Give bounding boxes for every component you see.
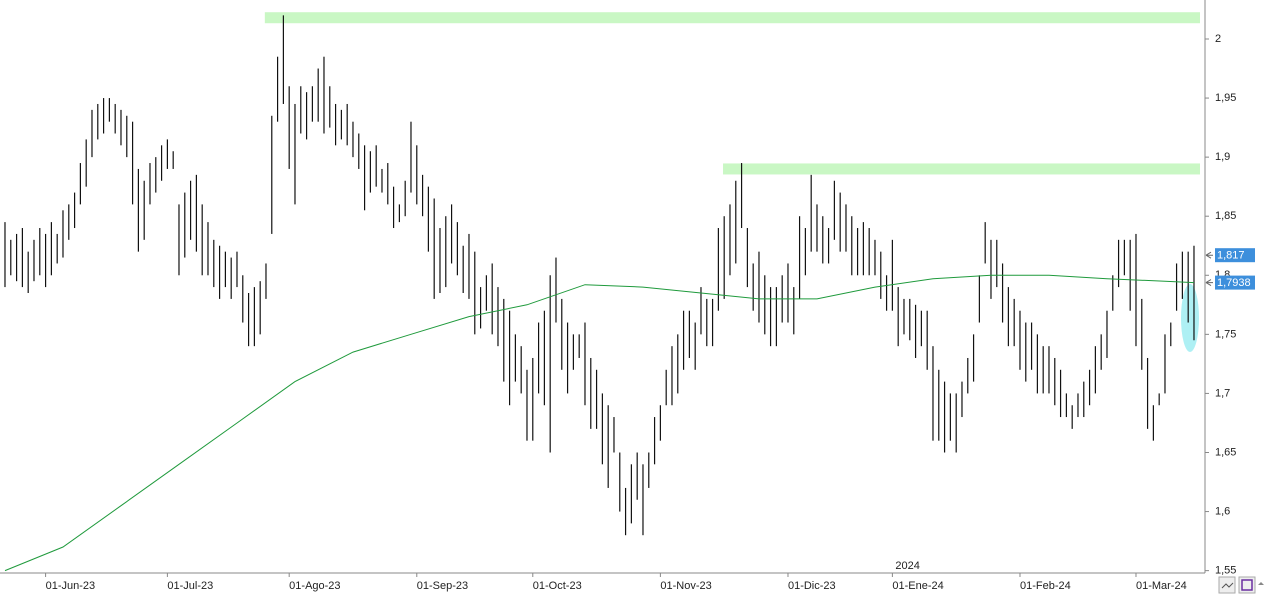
x-tick-label: 01-Sep-23: [417, 580, 468, 592]
price-arrow: [1205, 279, 1213, 287]
x-tick-label: 01-Ago-23: [289, 580, 340, 592]
price-arrow: [1205, 251, 1213, 259]
price-label-box: [1215, 275, 1255, 290]
save-icon: [1241, 579, 1253, 591]
y-tick-label: 1,75: [1215, 328, 1236, 340]
resistance-band: [723, 163, 1200, 175]
y-tick-label: 1,6: [1215, 505, 1230, 517]
y-tick-label: 1,85: [1215, 210, 1236, 222]
y-tick-label: 2: [1215, 33, 1221, 45]
x-tick-label: 01-Jun-23: [46, 580, 96, 592]
year-label: 2024: [895, 560, 919, 572]
price-label: 1,817: [1217, 250, 1245, 262]
x-tick-label: 01-Feb-24: [1020, 580, 1071, 592]
x-tick-label: 01-Jul-23: [167, 580, 213, 592]
x-tick-label: 01-Dic-23: [788, 580, 836, 592]
x-tick-label: 01-Oct-23: [533, 580, 582, 592]
x-tick-label: 01-Nov-23: [660, 580, 711, 592]
y-tick-label: 1,7: [1215, 387, 1230, 399]
x-tick-label: 01-Ene-24: [892, 580, 943, 592]
y-tick-label: 1,55: [1215, 565, 1236, 577]
save-button[interactable]: [1238, 576, 1256, 594]
price-label: 1,7938: [1217, 277, 1251, 289]
moving-average: [4, 274, 1195, 572]
zoom-icon: [1221, 582, 1234, 589]
y-tick-label: 1,65: [1215, 446, 1236, 458]
x-tick-label: 01-Mar-24: [1136, 580, 1187, 592]
labels: 1,551,61,651,71,751,81,851,91,95201-Jun-…: [45, 33, 1255, 592]
bands: [264, 12, 1200, 175]
resistance-band: [264, 12, 1200, 24]
highlight-ellipse: [1181, 284, 1199, 352]
scroll-icon[interactable]: [1258, 582, 1264, 585]
y-tick-label: 1,9: [1215, 151, 1230, 163]
price-label-box: [1215, 248, 1255, 263]
marks: [4, 15, 1195, 572]
y-tick-label: 1,95: [1215, 92, 1236, 104]
